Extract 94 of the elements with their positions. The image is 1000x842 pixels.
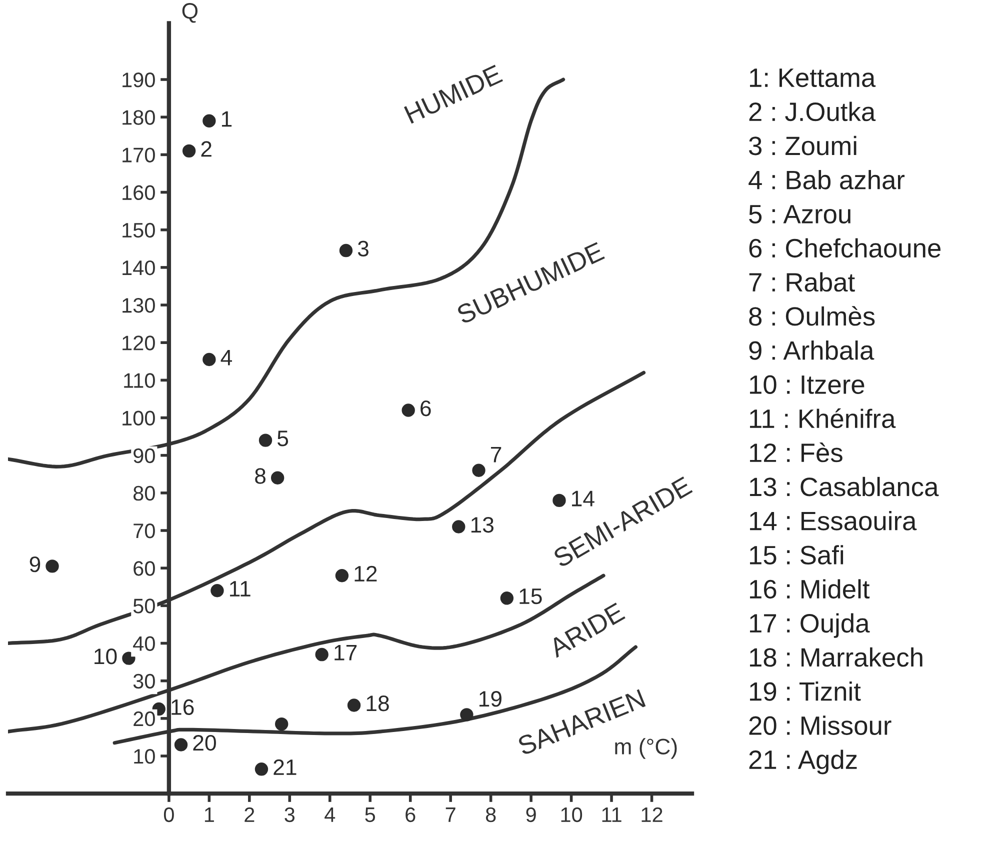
series-label: 15 [520, 588, 542, 604]
x-tick-label: 0 [164, 807, 174, 822]
x-tick-label: 3 [284, 807, 295, 822]
series-label: 10 [94, 648, 117, 664]
point [402, 404, 415, 417]
text: 12 : Fès [750, 442, 842, 462]
point [347, 698, 361, 712]
text: 14 : Essaouira [750, 511, 917, 530]
x-tick-label: 2 [244, 807, 254, 822]
point [182, 144, 196, 158]
y-axis-title: Q [182, 3, 198, 23]
y-tick-label: 150 [122, 222, 155, 238]
series-label: 9 [30, 556, 40, 572]
text: 2 : J.Outka [749, 102, 876, 122]
y-tick-label: 100 [122, 410, 155, 426]
x-tick-label: 10 [561, 807, 582, 822]
x-tick-label: 6 [406, 807, 416, 822]
text: 20 : Missour [749, 716, 892, 735]
point [254, 762, 268, 776]
x-tick-label: 4 [324, 808, 336, 822]
series-label: 1 [222, 111, 232, 127]
text: 10 : Itzere [750, 375, 864, 394]
point [202, 114, 216, 128]
point [270, 471, 284, 484]
y-tick-label: 190 [122, 72, 155, 88]
x-tick-label: 11 [602, 808, 622, 822]
y-tick-label: 40 [133, 636, 155, 652]
text: 9 : Arhbala [749, 340, 874, 360]
point [174, 738, 188, 752]
text: 11 : Khénifra [750, 408, 896, 428]
text: 13 : Casablanca [750, 476, 939, 496]
series-label: 20 [193, 734, 216, 751]
series-label: 6 [420, 400, 431, 416]
text: 6 : Chefchaoune [749, 238, 940, 258]
text: 15 : Safi [750, 545, 844, 564]
series-label: 21 [274, 759, 296, 775]
point [460, 708, 474, 722]
series-label: 13 [471, 516, 494, 533]
y-tick-label: 70 [134, 524, 155, 538]
text: 5 : Azrou [749, 205, 850, 224]
series-label: 19 [479, 691, 502, 707]
x-tick-label: 1 [204, 808, 214, 822]
text: 3 : Zoumi [749, 136, 856, 156]
point [315, 648, 328, 662]
text: 21 : Agdz [749, 750, 857, 774]
text: 7 : Rabat [749, 272, 855, 292]
series-label: 17 [334, 644, 357, 660]
series-label: 18 [366, 695, 389, 712]
point [258, 434, 272, 447]
y-tick-label: 60 [134, 561, 155, 576]
y-tick-label: 80 [133, 486, 155, 501]
text: 4 : Bab azhar [748, 170, 905, 190]
y-tick-label: 180 [122, 110, 155, 125]
x-tick-label: 7 [446, 808, 456, 822]
point [122, 652, 136, 665]
x-tick-label: 5 [365, 808, 376, 822]
y-tick-label: 30 [133, 674, 155, 689]
point [500, 592, 514, 605]
point [335, 569, 349, 582]
text: 18 : Marrakech [750, 647, 922, 667]
y-tick-label: 10 [134, 749, 155, 764]
y-tick-label: 90 [134, 448, 155, 464]
y-tick-label: 50 [133, 598, 155, 614]
x-tick-label: 12 [642, 807, 662, 822]
text: 19 : Tiznit [750, 682, 861, 701]
series-label: 3 [358, 240, 368, 256]
text: 8 : Oulmès [749, 306, 875, 326]
series-label: 8 [255, 468, 266, 484]
y-tick-label: 160 [122, 185, 155, 200]
y-tick-label: 170 [122, 148, 155, 162]
series-label: 2 [201, 141, 212, 157]
point [46, 560, 59, 573]
series-label: 4 [220, 350, 232, 366]
series-label: 7 [491, 446, 502, 462]
series-label: 16 [172, 699, 194, 715]
point [452, 520, 466, 534]
y-tick-label: 20 [134, 711, 155, 726]
series-label: 11 [230, 581, 250, 596]
x-tick-label: 8 [486, 807, 496, 822]
y-tick-label: 130 [122, 298, 155, 313]
y-tick-label: 140 [122, 260, 155, 276]
series-label: 5 [278, 430, 288, 446]
point [275, 717, 288, 731]
point [339, 244, 353, 258]
series-label: 12 [354, 566, 377, 582]
y-tick-label: 110 [124, 373, 155, 388]
point [472, 464, 486, 477]
point [202, 352, 216, 366]
text: 1: Kettama [750, 68, 876, 88]
y-tick-label: 120 [122, 336, 155, 350]
point [210, 584, 224, 598]
text: 17 : Oujda [750, 613, 870, 638]
text: 16 : Midelt [750, 579, 870, 599]
x-tick-label: 9 [526, 807, 536, 822]
